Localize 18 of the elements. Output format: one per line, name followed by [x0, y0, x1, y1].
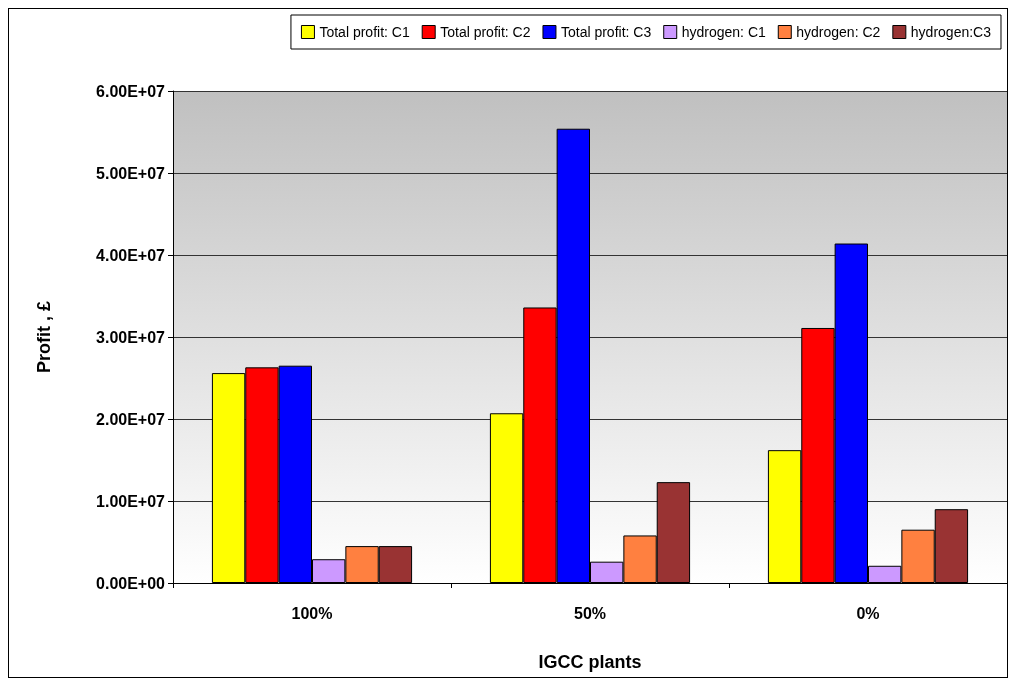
y-tick-label: 3.00E+07	[96, 328, 166, 346]
legend-label: Total profit: C3	[560, 24, 652, 40]
x-tick-label: 50%	[573, 604, 607, 622]
legend-label: hydrogen: C1	[681, 24, 766, 40]
y-tick-label: 2.00E+07	[96, 410, 166, 428]
legend-label: Total profit: C2	[440, 24, 531, 40]
legend-label: hydrogen: C2	[796, 24, 881, 40]
y-tick-label: 4.00E+07	[96, 246, 166, 264]
legend-label: Total profit: C1	[319, 24, 410, 40]
x-tick-label: 100%	[291, 604, 333, 622]
y-axis-title: Profit , £	[34, 300, 54, 374]
y-tick-label: 5.00E+07	[96, 164, 166, 182]
legend-label: hydrogen:C3	[910, 24, 992, 40]
y-tick-label: 1.00E+07	[96, 492, 166, 510]
y-tick-label: 0.00E+00	[96, 574, 166, 592]
y-tick-label: 6.00E+07	[96, 82, 166, 100]
x-axis-title: IGCC plants	[538, 652, 642, 672]
x-tick-label: 0%	[856, 604, 880, 622]
